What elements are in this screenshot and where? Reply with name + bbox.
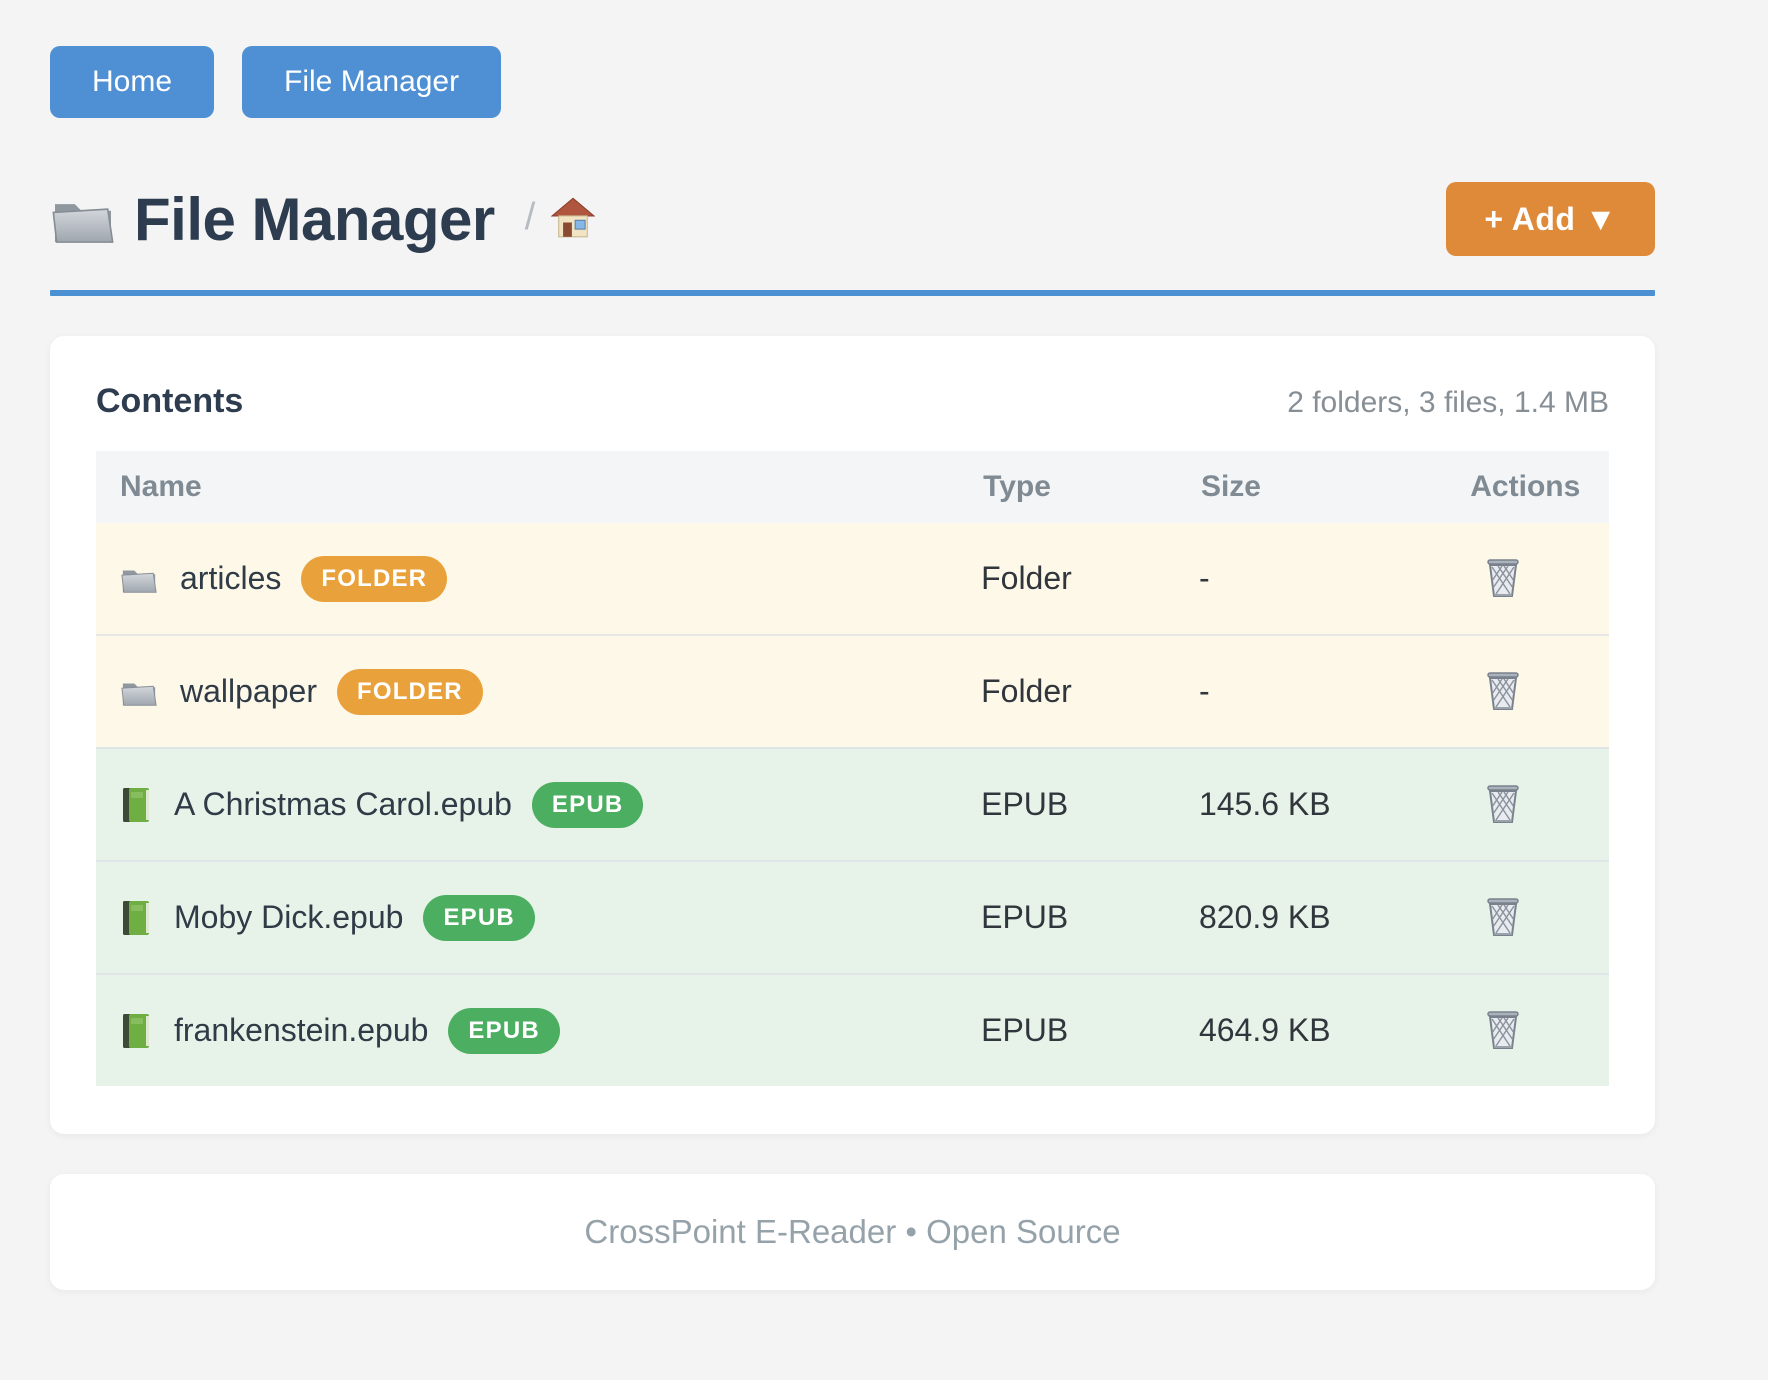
type-badge: FOLDER	[301, 555, 448, 602]
page: Home File Manager File Manager / + Add ▼…	[50, 0, 1655, 1290]
size-cell: 820.9 KB	[1198, 899, 1331, 935]
breadcrumb-separator: /	[524, 196, 536, 238]
table-body: articles FOLDER Folder - wallpaper FOLDE…	[96, 523, 1609, 1086]
contents-card: Contents 2 folders, 3 files, 1.4 MB Name…	[50, 336, 1655, 1134]
type-cell: Folder	[981, 673, 1072, 709]
delete-button[interactable]	[1480, 665, 1526, 715]
size-cell: 145.6 KB	[1198, 786, 1331, 822]
footer-text: CrossPoint E-Reader • Open Source	[584, 1213, 1121, 1250]
table-row-wallpaper[interactable]: wallpaper FOLDER Folder -	[96, 634, 1609, 747]
delete-button[interactable]	[1480, 778, 1526, 828]
page-title: File Manager	[134, 185, 495, 253]
file-name[interactable]: A Christmas Carol.epub	[174, 786, 512, 822]
actions-cell	[1468, 778, 1609, 832]
type-cell: EPUB	[981, 1012, 1069, 1048]
folder-icon	[121, 569, 157, 593]
actions-cell	[1468, 891, 1609, 945]
delete-button[interactable]	[1480, 891, 1526, 941]
green-book-icon	[123, 1013, 149, 1048]
actions-cell	[1468, 665, 1609, 719]
size-cell: -	[1198, 673, 1210, 709]
table-row-a-christmas-carol-epub[interactable]: A Christmas Carol.epub EPUB EPUB 145.6 K…	[96, 747, 1609, 860]
type-cell: EPUB	[981, 899, 1069, 935]
actions-cell	[1468, 1004, 1609, 1058]
size-cell: 464.9 KB	[1198, 1012, 1331, 1048]
green-book-icon	[123, 900, 149, 935]
page-header: File Manager / + Add ▼	[50, 182, 1655, 256]
name-cell: articles FOLDER	[96, 555, 981, 602]
folder-icon	[52, 203, 114, 243]
contents-title: Contents	[96, 382, 244, 420]
home-button[interactable]: Home	[50, 46, 215, 118]
size-cell: -	[1198, 560, 1210, 596]
breadcrumb: /	[525, 195, 596, 243]
name-cell: wallpaper FOLDER	[96, 668, 981, 715]
contents-summary: 2 folders, 3 files, 1.4 MB	[1287, 386, 1609, 419]
add-button[interactable]: + Add ▼	[1446, 182, 1655, 256]
table-row-articles[interactable]: articles FOLDER Folder -	[96, 523, 1609, 634]
name-cell: A Christmas Carol.epub EPUB	[96, 781, 981, 828]
trash-icon	[1487, 558, 1520, 597]
header-divider	[50, 290, 1655, 296]
column-header-size: Size	[1200, 470, 1261, 503]
type-badge: EPUB	[423, 894, 535, 941]
trash-icon	[1487, 784, 1520, 823]
file-manager-button[interactable]: File Manager	[242, 46, 502, 118]
file-name[interactable]: frankenstein.epub	[174, 1012, 429, 1048]
green-book-icon	[123, 787, 149, 822]
type-badge: EPUB	[448, 1007, 560, 1054]
file-name[interactable]: Moby Dick.epub	[174, 899, 404, 935]
column-header-type: Type	[983, 470, 1051, 503]
home-icon[interactable]	[551, 195, 595, 239]
type-badge: FOLDER	[336, 668, 483, 715]
delete-button[interactable]	[1480, 552, 1526, 602]
type-badge: EPUB	[531, 781, 644, 828]
actions-cell	[1468, 552, 1609, 606]
name-cell: Moby Dick.epub EPUB	[96, 894, 981, 941]
column-header-name: Name	[120, 470, 202, 503]
table-row-moby-dick-epub[interactable]: Moby Dick.epub EPUB EPUB 820.9 KB	[96, 860, 1609, 973]
file-name[interactable]: wallpaper	[180, 673, 317, 709]
top-nav: Home File Manager	[50, 0, 1655, 118]
type-cell: EPUB	[981, 786, 1069, 822]
file-name[interactable]: articles	[180, 560, 282, 596]
column-header-actions: Actions	[1470, 470, 1581, 503]
type-cell: Folder	[981, 560, 1072, 596]
delete-button[interactable]	[1480, 1004, 1526, 1054]
name-cell: frankenstein.epub EPUB	[96, 1007, 981, 1054]
trash-icon	[1487, 897, 1520, 936]
table-header-row: Name Type Size Actions	[96, 451, 1609, 523]
file-table: Name Type Size Actions articles FOLDER Fold…	[96, 451, 1609, 1086]
trash-icon	[1487, 1010, 1520, 1049]
title-wrap: File Manager /	[50, 185, 595, 254]
contents-card-header: Contents 2 folders, 3 files, 1.4 MB	[96, 382, 1609, 421]
footer: CrossPoint E-Reader • Open Source	[50, 1174, 1655, 1290]
table-row-frankenstein-epub[interactable]: frankenstein.epub EPUB EPUB 464.9 KB	[96, 973, 1609, 1086]
folder-icon	[121, 682, 157, 706]
trash-icon	[1487, 671, 1520, 710]
